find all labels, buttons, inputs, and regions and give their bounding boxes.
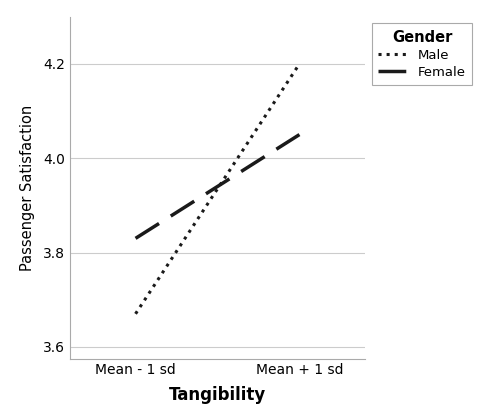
X-axis label: Tangibility: Tangibility [169, 386, 266, 404]
Legend: Male, Female: Male, Female [372, 23, 472, 85]
Y-axis label: Passenger Satisfaction: Passenger Satisfaction [20, 105, 35, 271]
